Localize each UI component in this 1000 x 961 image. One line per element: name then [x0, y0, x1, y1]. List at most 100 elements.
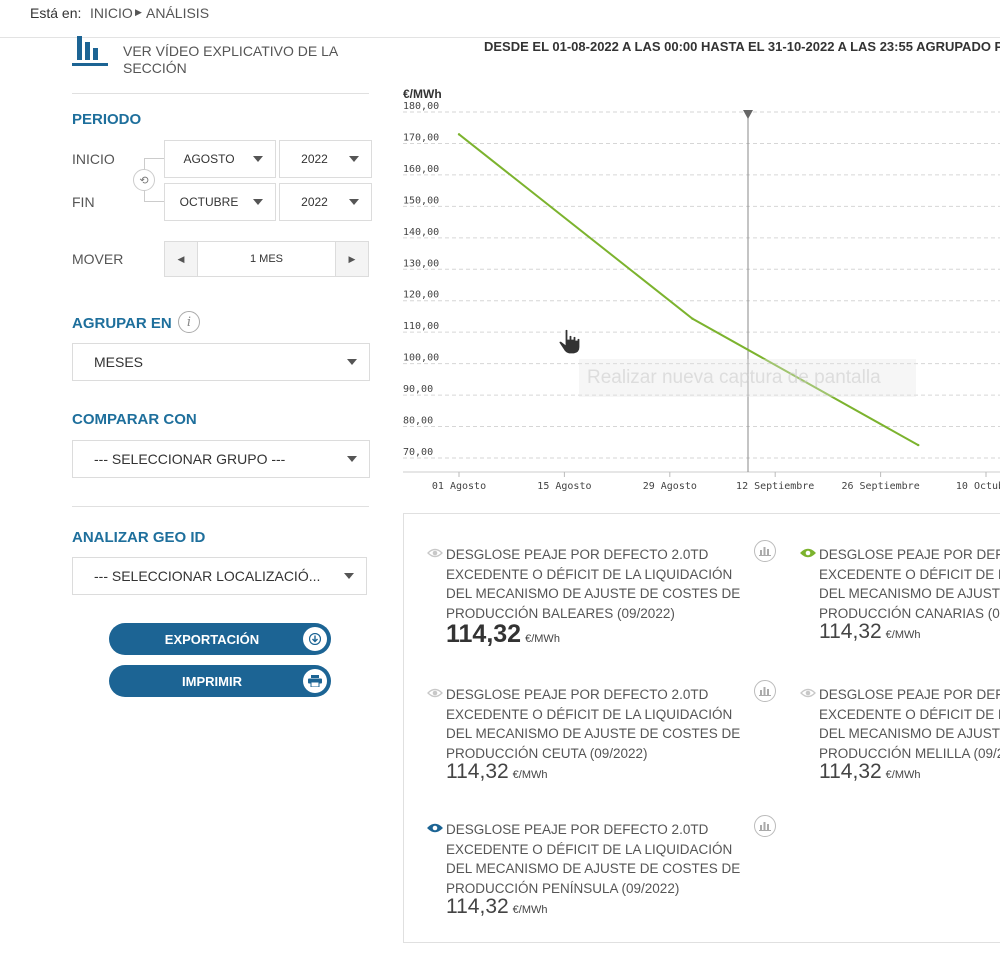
fin-month-value: OCTUBRE	[179, 195, 239, 209]
geo-value: --- SELECCIONAR LOCALIZACIÓ...	[94, 568, 321, 584]
card-value-unit: €/MWh	[885, 629, 921, 641]
data-point[interactable]	[457, 133, 461, 136]
bar-chart-icon[interactable]	[72, 36, 108, 68]
swap-dates-icon[interactable]: ⟲	[133, 169, 155, 191]
card-value: 114,32 €/MWh	[446, 760, 548, 784]
card-title: DESGLOSE PEAJE POR DEFECTO 2.0TD EXCEDEN…	[446, 547, 741, 621]
chevron-down-icon	[253, 156, 263, 162]
card-value-number: 114,32	[446, 895, 509, 918]
y-tick-label: 160,00	[403, 164, 439, 175]
card-chart-button[interactable]	[754, 540, 776, 562]
card-value-number: 114,32	[819, 760, 882, 783]
inicio-month-value: AGOSTO	[183, 152, 235, 166]
x-tick-label: 10 Octubre	[956, 481, 1000, 492]
x-tick-label: 01 Agosto	[432, 481, 486, 492]
chevron-down-icon	[349, 199, 359, 205]
chevron-down-icon	[347, 456, 357, 462]
info-icon[interactable]: i	[178, 311, 200, 333]
card-value-unit: €/MWh	[512, 904, 548, 916]
mini-bar-chart-icon	[759, 687, 771, 696]
y-tick-label: 70,00	[403, 447, 433, 458]
fin-year-value: 2022	[301, 195, 328, 209]
chevron-down-icon	[253, 199, 263, 205]
periodo-title: PERIODO	[72, 111, 142, 128]
move-next-button[interactable]: ▶	[335, 242, 368, 276]
x-tick-label: 15 Agosto	[537, 481, 591, 492]
x-tick-label: 29 Agosto	[643, 481, 697, 492]
mini-bar-chart-icon	[759, 822, 771, 831]
x-tick-label: 12 Septiembre	[736, 481, 814, 492]
breadcrumb-label: Está en:	[30, 5, 82, 21]
breadcrumb-separator-icon: ▶	[135, 7, 142, 17]
inicio-month-select[interactable]: AGOSTO	[164, 140, 276, 178]
agrupar-select[interactable]: MESES	[72, 343, 370, 381]
export-button-label: EXPORTACIÓN	[164, 631, 260, 647]
card-title: DESGLOSE PEAJE POR DEFECTO 2.0TD EXCEDEN…	[819, 687, 1000, 761]
card-value-unit: €/MWh	[885, 769, 921, 781]
help-video-link[interactable]: VER VÍDEO EXPLICATIVO DE LA SECCIÓN	[123, 43, 338, 76]
move-prev-button[interactable]: ◀	[165, 242, 198, 276]
card-value-number: 114,32	[819, 620, 882, 643]
breadcrumb-item-analisis[interactable]: ANÁLISIS	[146, 5, 210, 21]
chevron-down-icon	[349, 156, 359, 162]
y-tick-label: 130,00	[403, 258, 439, 269]
y-tick-label: 110,00	[403, 321, 439, 332]
hand-cursor-icon	[558, 328, 581, 355]
card-value-unit: €/MWh	[512, 769, 548, 781]
y-tick-label: 100,00	[403, 353, 439, 364]
card-value: 114,32 €/MWh	[446, 895, 548, 919]
y-tick-label: 90,00	[403, 384, 433, 395]
chart-date-range: DESDE EL 01-08-2022 A LAS 00:00 HASTA EL…	[484, 39, 1000, 54]
inicio-label: INICIO	[72, 151, 115, 167]
card-chart-button[interactable]	[754, 680, 776, 702]
print-button[interactable]: IMPRIMIR	[109, 665, 331, 697]
breadcrumb: Está en: INICIO ▶ ANÁLISIS	[0, 0, 1000, 38]
y-tick-label: 120,00	[403, 290, 439, 301]
card-chart-button[interactable]	[754, 815, 776, 837]
chevron-down-icon	[347, 359, 357, 365]
eye-icon[interactable]	[800, 687, 816, 699]
fin-month-select[interactable]: OCTUBRE	[164, 183, 276, 221]
card-value: 114,32 €/MWh	[819, 620, 921, 644]
breadcrumb-item-inicio[interactable]: INICIO	[90, 5, 133, 21]
y-tick-label: 180,00	[403, 101, 439, 112]
data-point[interactable]	[917, 443, 920, 447]
inicio-year-value: 2022	[301, 152, 328, 166]
y-tick-label: 150,00	[403, 195, 439, 206]
cursor-marker	[743, 110, 753, 119]
agrupar-title: AGRUPAR EN	[72, 315, 172, 332]
y-axis-label: €/MWh	[403, 87, 442, 101]
printer-icon	[303, 669, 327, 693]
chevron-down-icon	[344, 573, 354, 579]
card-title: DESGLOSE PEAJE POR DEFECTO 2.0TD EXCEDEN…	[819, 547, 1000, 621]
x-tick-label: 26 Septiembre	[841, 481, 919, 492]
card-value: 114,32 €/MWh	[819, 760, 921, 784]
card-title: DESGLOSE PEAJE POR DEFECTO 2.0TD EXCEDEN…	[446, 822, 741, 896]
eye-icon[interactable]	[427, 822, 443, 834]
print-button-label: IMPRIMIR	[182, 673, 242, 689]
comparar-select[interactable]: --- SELECCIONAR GRUPO ---	[72, 440, 370, 478]
comparar-value: --- SELECCIONAR GRUPO ---	[94, 451, 286, 467]
eye-icon[interactable]	[427, 687, 443, 699]
comparar-title: COMPARAR CON	[72, 411, 197, 428]
eye-icon[interactable]	[800, 547, 816, 559]
geo-select[interactable]: --- SELECCIONAR LOCALIZACIÓ...	[72, 557, 367, 595]
divider	[72, 506, 369, 507]
export-button[interactable]: EXPORTACIÓN	[109, 623, 331, 655]
fin-label: FIN	[72, 194, 95, 210]
fin-year-select[interactable]: 2022	[279, 183, 372, 221]
eye-icon[interactable]	[427, 547, 443, 559]
series-line[interactable]	[458, 133, 919, 446]
y-tick-label: 170,00	[403, 132, 439, 143]
inicio-year-select[interactable]: 2022	[279, 140, 372, 178]
geo-title: ANALIZAR GEO ID	[72, 529, 206, 546]
screenshot-tooltip: Realizar nueva captura de pantalla	[579, 359, 916, 397]
data-point[interactable]	[691, 317, 694, 320]
divider	[72, 93, 369, 94]
mover-value: 1 MES	[249, 253, 283, 265]
card-value-unit: €/MWh	[525, 633, 560, 645]
agrupar-value: MESES	[94, 354, 144, 370]
card-value-number: 114,32	[446, 760, 509, 783]
card-title: DESGLOSE PEAJE POR DEFECTO 2.0TD EXCEDEN…	[446, 687, 741, 761]
